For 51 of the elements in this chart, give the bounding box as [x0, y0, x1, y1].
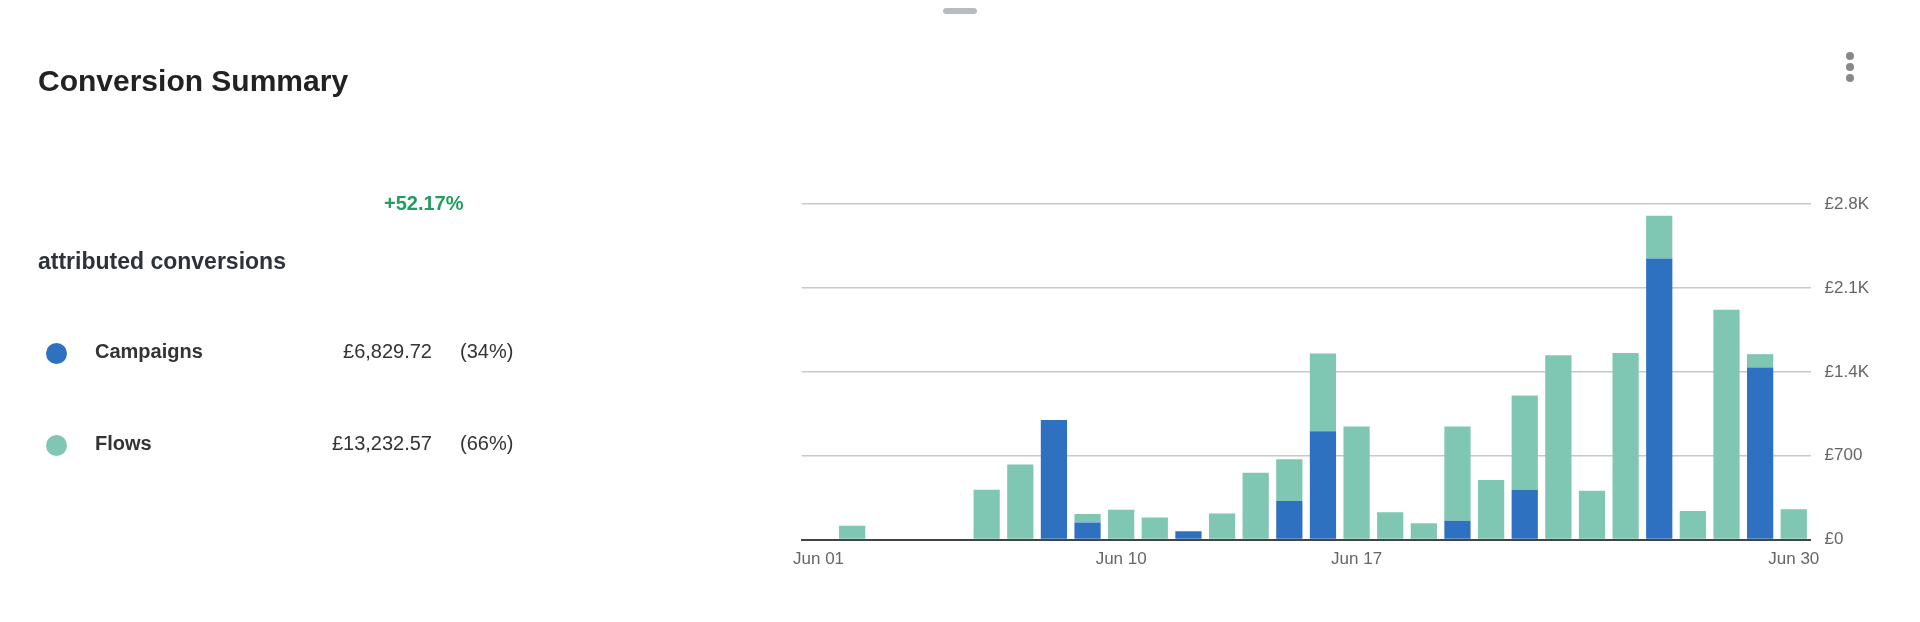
bar — [839, 525, 866, 539]
bar — [1040, 419, 1068, 539]
bar — [1646, 215, 1673, 259]
bar — [1309, 353, 1337, 432]
bar — [1108, 509, 1135, 539]
legend-label: Flows — [95, 432, 152, 455]
text: Conversion Summary — [38, 64, 349, 98]
bar — [1208, 513, 1236, 539]
y-tick-label: £1.4K — [1824, 361, 1870, 381]
bar — [1545, 355, 1572, 539]
bar — [1410, 523, 1437, 539]
bar — [1747, 367, 1774, 539]
bar — [1713, 309, 1740, 539]
text: +52.17% — [384, 192, 464, 215]
bar — [1175, 531, 1202, 539]
bar — [1444, 520, 1471, 539]
bar — [1612, 353, 1639, 539]
x-tick-label: Jun 01 — [793, 549, 845, 569]
bar — [1444, 426, 1471, 521]
bar — [1343, 426, 1370, 539]
bar — [1511, 489, 1538, 539]
y-tick-label: £700 — [1824, 445, 1863, 465]
bar — [1276, 500, 1303, 539]
bar — [1074, 522, 1101, 539]
bar — [973, 489, 1000, 539]
bar — [1477, 479, 1505, 539]
y-tick-label: £2.8K — [1824, 193, 1870, 213]
text: (66%) — [460, 432, 514, 455]
bar — [1007, 464, 1034, 539]
legend-label: Campaigns — [95, 340, 203, 363]
y-tick-label: £0 — [1824, 529, 1844, 549]
y-tick-label: £2.1K — [1824, 277, 1870, 297]
bar — [1511, 395, 1538, 490]
text: (34%) — [460, 340, 514, 363]
bar — [1679, 511, 1706, 539]
bar — [1747, 354, 1774, 368]
bar — [1578, 490, 1606, 539]
bar — [1074, 513, 1101, 523]
text: attributed conversions — [38, 248, 286, 275]
x-tick-label: Jun 30 — [1768, 549, 1820, 569]
bar — [1377, 512, 1404, 539]
text: £13,232.57 — [331, 432, 432, 455]
x-tick-label: Jun 17 — [1331, 549, 1383, 569]
bar — [1276, 459, 1303, 501]
bar — [1242, 472, 1269, 539]
bar — [1309, 431, 1337, 539]
x-tick-label: Jun 10 — [1095, 549, 1147, 569]
bar — [1780, 509, 1807, 539]
bar — [1141, 517, 1168, 539]
text: £6,829.72 — [343, 340, 432, 363]
bar — [1646, 258, 1673, 539]
